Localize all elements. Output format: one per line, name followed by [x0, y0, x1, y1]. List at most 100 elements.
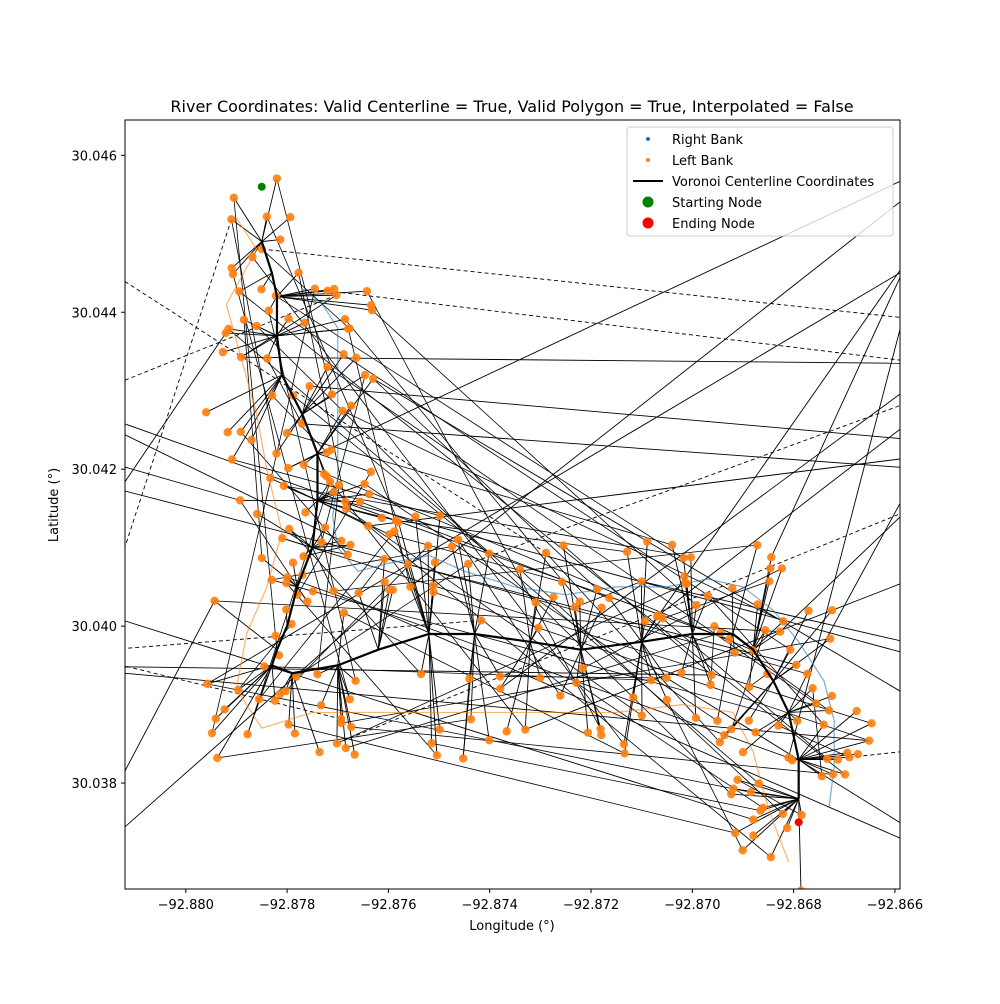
bank-point: [716, 738, 724, 746]
bank-point: [346, 541, 354, 549]
bank-point: [406, 583, 414, 591]
bank-point: [202, 408, 210, 416]
bank-point: [363, 287, 371, 295]
bank-point: [738, 846, 746, 854]
bank-point: [803, 670, 811, 678]
bank-point: [313, 670, 321, 678]
bank-point: [381, 578, 389, 586]
bank-point: [680, 572, 688, 580]
bank-point: [623, 548, 631, 556]
bank-point: [749, 831, 757, 839]
bank-point: [433, 751, 441, 759]
bank-point: [485, 549, 493, 557]
x-tick-label: −92.880: [158, 898, 214, 913]
bank-point: [253, 510, 261, 518]
bank-point: [284, 464, 292, 472]
bank-point: [328, 390, 336, 398]
bank-point: [203, 680, 211, 688]
bank-point: [280, 482, 288, 490]
bank-point: [255, 695, 263, 703]
bank-point: [265, 306, 273, 314]
bank-point: [247, 436, 255, 444]
bank-point: [584, 728, 592, 736]
bank-point: [496, 672, 504, 680]
bank-point: [266, 474, 274, 482]
bank-point: [720, 731, 728, 739]
bank-point: [276, 235, 284, 243]
bank-point: [804, 607, 812, 615]
bank-point: [784, 754, 792, 762]
bank-point: [558, 578, 566, 586]
bank-point: [745, 683, 753, 691]
bank-point: [779, 617, 787, 625]
bank-point: [792, 661, 800, 669]
bank-point: [338, 407, 346, 415]
bank-point: [282, 579, 290, 587]
bank-point: [237, 353, 245, 361]
bank-point: [378, 514, 386, 522]
bank-point: [597, 603, 605, 611]
bank-point: [465, 675, 473, 683]
bank-point: [424, 542, 432, 550]
bank-point: [271, 632, 279, 640]
bank-point: [751, 728, 759, 736]
bank-point: [812, 699, 820, 707]
bank-point: [208, 729, 216, 737]
bank-point: [210, 597, 218, 605]
bank-point: [305, 382, 313, 390]
x-axis-label: Longitude (°): [469, 919, 554, 934]
bank-point: [329, 587, 337, 595]
bank-point: [464, 560, 472, 568]
bank-point: [692, 714, 700, 722]
x-tick-label: −92.874: [462, 898, 518, 913]
bank-point: [776, 627, 784, 635]
bank-point: [321, 523, 329, 531]
bank-point: [361, 371, 369, 379]
bank-point: [502, 727, 510, 735]
bank-point: [826, 634, 834, 642]
bank-point: [317, 701, 325, 709]
bank-point: [299, 552, 307, 560]
bank-point: [841, 770, 849, 778]
bank-point: [637, 577, 645, 585]
bank-point: [228, 455, 236, 463]
bank-point: [346, 695, 354, 703]
bank-point: [369, 375, 377, 383]
bank-point: [320, 470, 328, 478]
y-tick-label: 30.038: [72, 777, 118, 792]
bank-point: [315, 748, 323, 756]
bank-point: [496, 684, 504, 692]
bank-point: [431, 558, 439, 566]
bank-point: [605, 594, 613, 602]
bank-point: [823, 755, 831, 763]
bank-point: [323, 448, 331, 456]
bank-point: [753, 541, 761, 549]
bank-point: [344, 550, 352, 558]
bank-point: [347, 401, 355, 409]
bank-point: [778, 564, 786, 572]
bank-point: [668, 541, 676, 549]
bank-point: [380, 555, 388, 563]
y-tick-label: 30.040: [72, 620, 118, 635]
bank-point: [578, 664, 586, 672]
x-tick-label: −92.872: [563, 898, 619, 913]
bank-point: [234, 686, 242, 694]
bank-point: [367, 301, 375, 309]
bank-point: [765, 577, 773, 585]
bank-point: [235, 287, 243, 295]
bank-point: [285, 525, 293, 533]
bank-point: [783, 824, 791, 832]
bank-point: [220, 705, 228, 713]
bank-point: [263, 354, 271, 362]
bank-point: [865, 736, 873, 744]
bank-point: [725, 635, 733, 643]
legend-label: Starting Node: [672, 196, 762, 211]
bank-point: [212, 714, 220, 722]
bank-point: [284, 314, 292, 322]
bank-point: [364, 522, 372, 530]
x-tick-label: −92.876: [360, 898, 416, 913]
bank-point: [485, 736, 493, 744]
bank-point: [291, 729, 299, 737]
